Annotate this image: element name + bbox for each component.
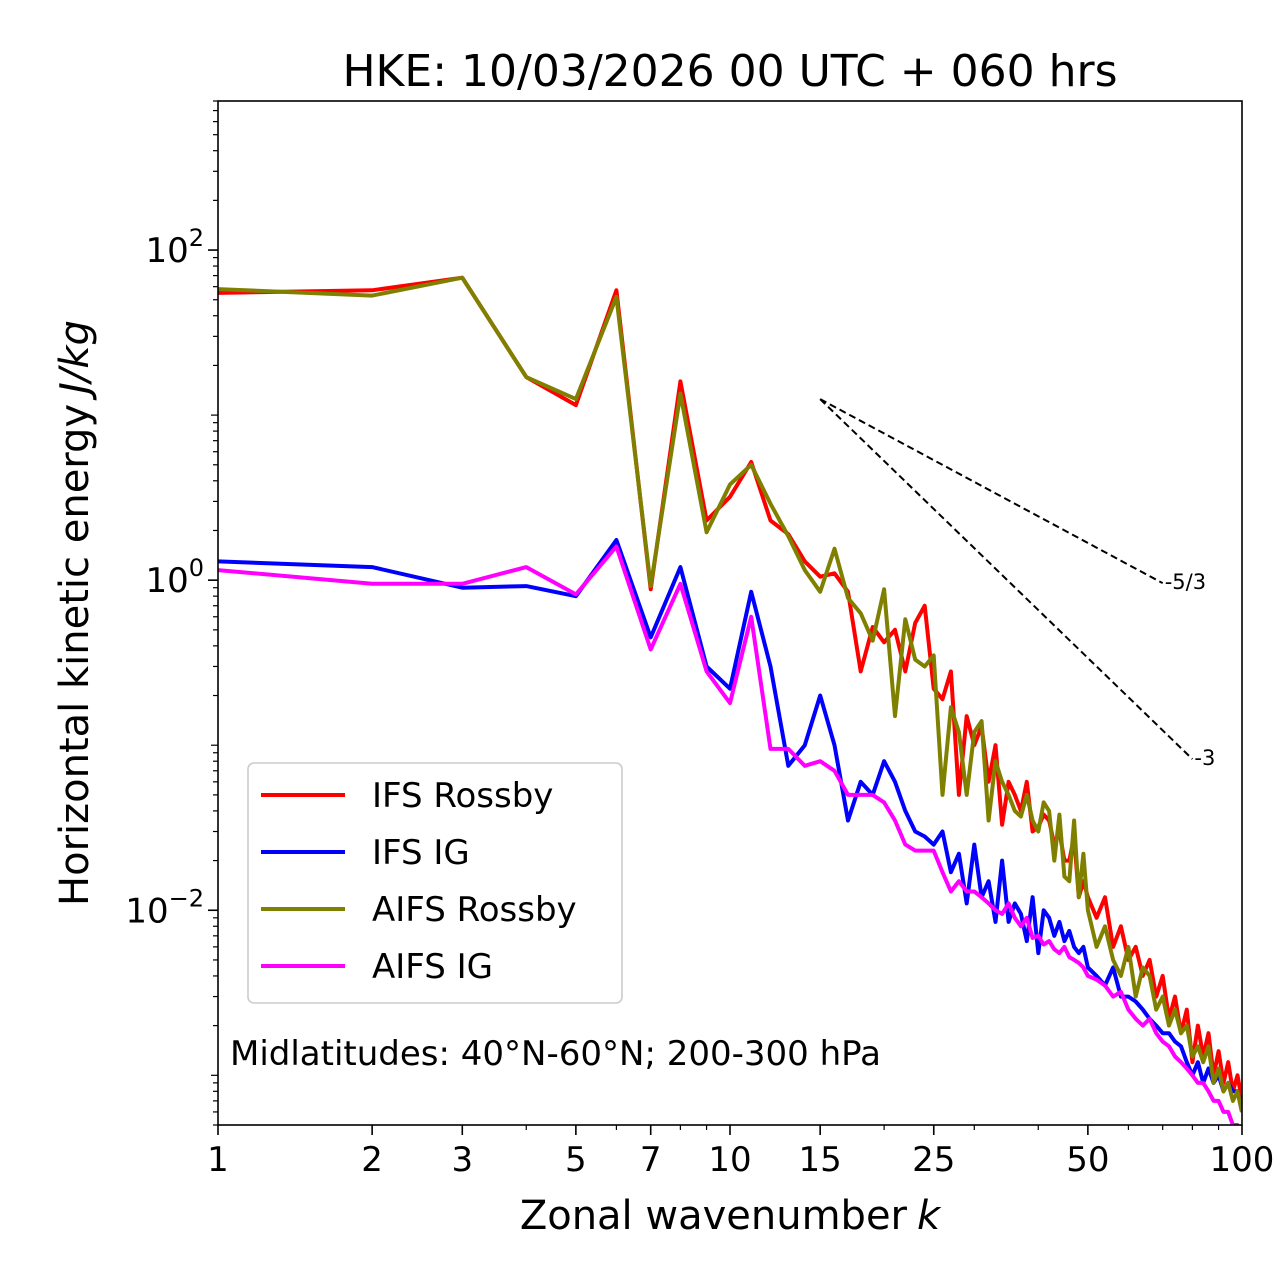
y-tick-label: 10−2 <box>125 884 204 931</box>
x-minor-ticks <box>525 1125 1220 1130</box>
series-line-ifs-ig <box>218 538 1242 1113</box>
x-major-ticks: 1 2 3 5 7 10 15 25 50 100 <box>207 1125 1274 1180</box>
x-tick-label: 100 <box>1210 1140 1275 1180</box>
y-tick-label: 100 <box>145 554 204 601</box>
legend-label: IFS Rossby <box>372 776 553 816</box>
region-annotation: Midlatitudes: 40°N-60°N; 200-300 hPa <box>230 1034 881 1074</box>
x-axis-label-var: k <box>917 1193 942 1239</box>
x-tick-label: 2 <box>361 1140 383 1180</box>
plot-frame <box>217 100 1243 1126</box>
x-tick-label: 7 <box>640 1140 662 1180</box>
reference-line <box>819 398 1164 585</box>
series-line-aifs-rossby <box>218 275 1242 1113</box>
x-tick-label: 3 <box>451 1140 473 1180</box>
reference-line-label: -5/3 <box>1165 570 1206 594</box>
x-tick-label: 1 <box>207 1140 229 1180</box>
x-tick-label: 5 <box>565 1140 587 1180</box>
y-tick-label: 102 <box>145 224 204 271</box>
y-axis-label: Horizontal kinetic energyJ/kg <box>52 320 98 906</box>
y-axis-label-text: Horizontal kinetic energy <box>52 404 98 906</box>
x-tick-label: 10 <box>708 1140 751 1180</box>
reference-line-label: -3 <box>1194 746 1215 770</box>
x-axis-label-text: Zonal wavenumber <box>520 1193 908 1239</box>
chart-title: HKE: 10/03/2026 00 UTC + 060 hrs <box>342 46 1117 97</box>
reference-line <box>819 398 1194 760</box>
legend-label: AIFS IG <box>372 947 493 987</box>
y-axis-label-unit: J/kg <box>52 320 98 401</box>
reference-slopes: -5/3 -3 <box>819 398 1215 770</box>
series-layer <box>218 275 1242 1125</box>
x-tick-label: 25 <box>912 1140 955 1180</box>
legend: IFS Rossby IFS IG AIFS Rossby AIFS IG <box>247 762 623 1004</box>
x-tick-label: 15 <box>799 1140 842 1180</box>
x-tick-label: 50 <box>1066 1140 1109 1180</box>
x-axis-label: Zonal wavenumber k <box>520 1193 942 1239</box>
y-major-ticks: 102 100 10−2 <box>125 224 218 931</box>
y-minor-ticks <box>211 100 218 1126</box>
legend-label: AIFS Rossby <box>372 890 577 930</box>
legend-box <box>247 762 623 1004</box>
series-line-aifs-ig <box>218 544 1240 1125</box>
legend-label: IFS IG <box>372 833 470 873</box>
